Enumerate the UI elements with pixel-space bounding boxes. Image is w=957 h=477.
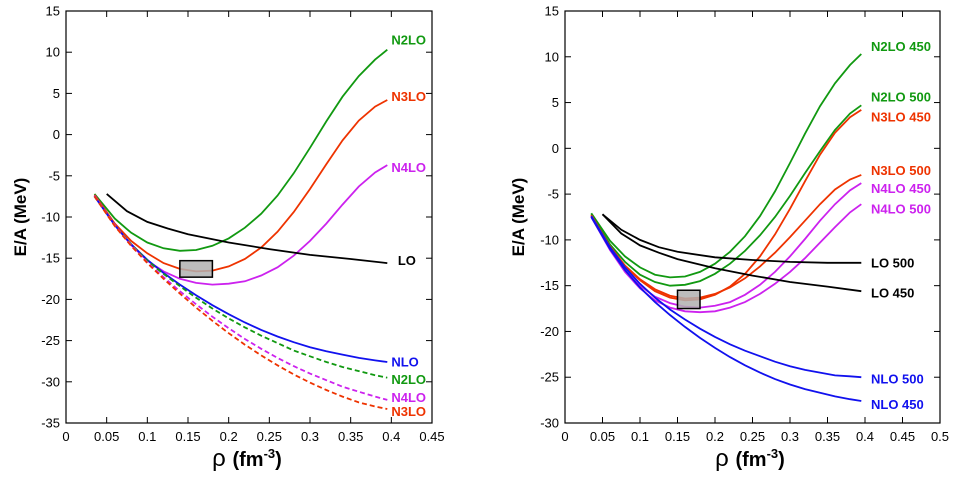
y-tick-label: 15 (545, 4, 559, 19)
curve-label-n3lo: N3LO (391, 89, 426, 104)
y-tick-label: 5 (552, 95, 559, 110)
y-tick-label: -5 (547, 187, 559, 202)
x-axis-label: ρ (fm-3) (715, 445, 785, 472)
y-tick-label: 15 (46, 4, 60, 19)
series-line-n2lo (93, 49, 388, 252)
left-panel: 0 0.05 0.1 0.15 0.2 0.25 0.3 0.35 0.4 0.45151050-… (11, 4, 445, 473)
x-tick-label: 0 (561, 429, 568, 444)
series-line-n4lo-dashed (93, 195, 388, 401)
x-tick-label: 0.2 (706, 429, 724, 444)
x-tick-label: 0.1 (631, 429, 649, 444)
plot-frame (564, 10, 941, 424)
right-panel: 0 0.05 0.1 0.15 0.2 0.25 0.3 0.35 0.4 0.45 0.5 15 10… (509, 4, 949, 473)
series-line-n2lo-500 (590, 104, 862, 287)
curve-label-n4lo: N4LO (391, 160, 426, 175)
y-axis-label: E/A (MeV) (11, 178, 30, 257)
series-line-nlo-450 (590, 216, 862, 402)
x-tick-label: 0.3 (301, 429, 319, 444)
curve-label-lo: LO (398, 253, 416, 268)
curve-label-nlo: NLO (391, 355, 418, 370)
y-tick-label: -10 (41, 210, 60, 225)
curve-label-lo-500: LO 500 (871, 255, 914, 270)
series-line-lo (106, 193, 388, 264)
curve-label-n3lo-500: N3LO 500 (871, 163, 931, 178)
curve-label-nlo-450: NLO 450 (871, 397, 924, 412)
x-axis-label: ρ (fm-3) (212, 445, 282, 472)
x-tick-label: 0.15 (665, 429, 690, 444)
series-line-n3lo-500 (590, 174, 862, 300)
series-line-n3lo (93, 99, 388, 273)
y-tick-label: 0 (552, 141, 559, 156)
series-line-n2lo-450 (590, 53, 862, 279)
curve-label-n4lo-500: N4LO 500 (871, 201, 931, 216)
plot-frame (65, 10, 433, 424)
x-tick-label: 0.15 (175, 429, 200, 444)
curve-label-n4lo: N4LO (391, 390, 426, 405)
y-tick-label: -15 (41, 251, 60, 266)
x-axis-label-exponent: -3 (264, 446, 276, 461)
series-line-n2lo-dashed (93, 195, 388, 379)
saturation-box (179, 259, 214, 278)
x-axis-label-symbol: ρ (715, 445, 735, 472)
y-tick-label: -35 (41, 416, 60, 431)
curve-label-nlo-500: NLO 500 (871, 372, 924, 387)
x-axis-label-exponent: -3 (767, 446, 779, 461)
x-axis-label-unit: (fm (735, 449, 766, 471)
y-tick-label: -30 (540, 416, 559, 431)
x-axis-label-close: ) (275, 449, 282, 471)
curve-label-n2lo-500: N2LO 500 (871, 90, 931, 105)
y-tick-label: -20 (540, 324, 559, 339)
series-line-lo-500 (601, 213, 862, 264)
x-tick-label: 0 (62, 429, 69, 444)
x-tick-label: 0.2 (220, 429, 238, 444)
y-tick-label: 10 (545, 49, 559, 64)
curve-label-n3lo: N3LO (391, 404, 426, 419)
curve-label-n4lo-450: N4LO 450 (871, 181, 931, 196)
series-line-n3lo-dashed (93, 195, 388, 410)
y-tick-label: 0 (53, 127, 60, 142)
curve-label-n2lo: N2LO (391, 372, 426, 387)
x-tick-label: 0.45 (419, 429, 444, 444)
x-tick-label: 0.35 (338, 429, 363, 444)
series-line-nlo-500 (590, 215, 862, 379)
x-tick-label: 0.25 (740, 429, 765, 444)
y-tick-label: -25 (540, 370, 559, 385)
x-tick-label: 0.4 (856, 429, 874, 444)
series-line-n4lo-450 (590, 182, 862, 309)
y-tick-label: -5 (48, 168, 60, 183)
series-line-lo-450 (601, 213, 862, 293)
y-tick-label: -15 (540, 278, 559, 293)
saturation-box (676, 289, 701, 310)
curve-label-n2lo-450: N2LO 450 (871, 39, 931, 54)
y-tick-label: -10 (540, 232, 559, 247)
x-tick-label: 0.3 (781, 429, 799, 444)
x-axis-label-unit: (fm (232, 449, 263, 471)
y-tick-label: -20 (41, 292, 60, 307)
x-axis-label-symbol: ρ (212, 445, 232, 472)
y-axis-label: E/A (MeV) (509, 178, 528, 257)
curve-label-n3lo-450: N3LO 450 (871, 110, 931, 125)
x-tick-label: 0.35 (815, 429, 840, 444)
y-tick-label: -25 (41, 333, 60, 348)
x-tick-label: 0.1 (138, 429, 156, 444)
x-axis-label-close: ) (778, 449, 785, 471)
y-tick-label: -30 (41, 374, 60, 389)
y-tick-label: 5 (53, 86, 60, 101)
curve-label-n2lo: N2LO (391, 32, 426, 47)
x-tick-label: 0.45 (890, 429, 915, 444)
series-line-n4lo (93, 164, 388, 286)
x-tick-label: 0.25 (257, 429, 282, 444)
x-tick-label: 0.5 (931, 429, 949, 444)
y-tick-label: 10 (46, 45, 60, 60)
curve-label-lo-450: LO 450 (871, 285, 914, 300)
x-tick-label: 0.05 (590, 429, 615, 444)
x-tick-label: 0.4 (382, 429, 400, 444)
x-tick-label: 0.05 (94, 429, 119, 444)
